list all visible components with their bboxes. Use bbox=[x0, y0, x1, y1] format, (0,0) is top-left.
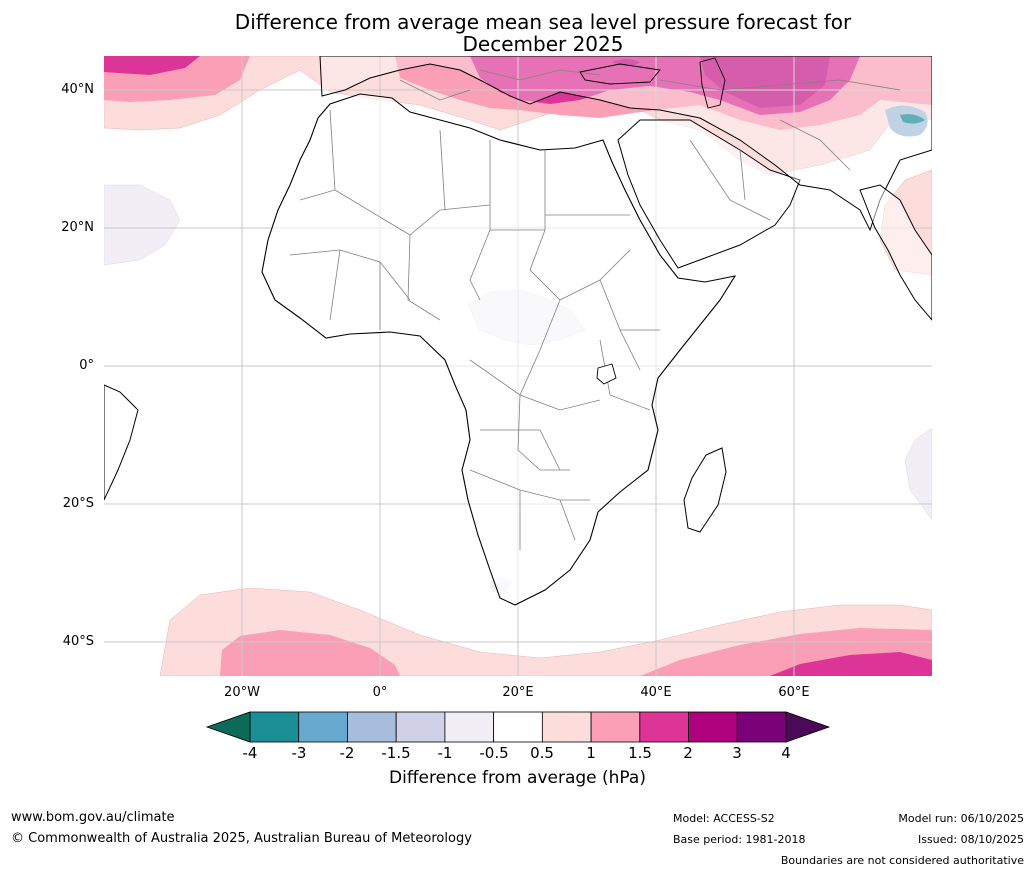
colorbar-cells bbox=[249, 711, 787, 743]
footer-base-period: Base period: 1981-2018 bbox=[673, 833, 806, 846]
colorbar-cell bbox=[541, 711, 592, 743]
lat-label-0: 0° bbox=[79, 358, 94, 373]
lon-label-60e: 60°E bbox=[778, 685, 810, 700]
colorbar-cell bbox=[298, 711, 348, 743]
lat-label-40s: 40°S bbox=[62, 634, 94, 649]
anomaly-north-1.5 bbox=[104, 56, 200, 75]
colorbar-tick: -1 bbox=[437, 744, 453, 762]
colorbar-tick: -4 bbox=[242, 744, 258, 762]
arabian-peninsula bbox=[617, 119, 801, 269]
colorbar-tick: 3 bbox=[732, 744, 742, 762]
footer-model-run: Model run: 06/10/2025 bbox=[898, 812, 1024, 825]
anomaly-south-1.5-east bbox=[770, 652, 932, 676]
footer-model: Model: ACCESS-S2 bbox=[673, 812, 775, 825]
lake-victoria bbox=[596, 363, 617, 385]
caspian-sea bbox=[699, 57, 726, 109]
lat-label-20s: 20°S bbox=[62, 496, 94, 511]
map-title-line2: December 2025 bbox=[462, 32, 624, 56]
colorbar-cell bbox=[395, 711, 446, 743]
anomaly-himalaya-neg2 bbox=[900, 114, 925, 124]
colorbar-tick: 0.5 bbox=[530, 744, 554, 762]
lon-label-0: 0° bbox=[372, 685, 388, 700]
anomaly-indian-ocean-neg bbox=[904, 427, 932, 521]
colorbar-tick: -2 bbox=[339, 744, 355, 762]
colorbar-tick: 2 bbox=[683, 744, 693, 762]
map-title-line1: Difference from average mean sea level p… bbox=[234, 10, 852, 34]
south-america-coast bbox=[104, 384, 139, 501]
lon-label-20w: 20°W bbox=[224, 685, 260, 700]
colorbar-cell bbox=[493, 711, 543, 743]
colorbar-cell bbox=[249, 711, 300, 743]
colorbar-tick: 1 bbox=[586, 744, 596, 762]
lon-label-40e: 40°E bbox=[640, 685, 672, 700]
black-sea bbox=[579, 63, 661, 85]
anomaly-atlantic-neg bbox=[104, 184, 181, 266]
india-peninsula bbox=[859, 184, 932, 321]
colorbar-cell bbox=[347, 711, 397, 743]
lat-label-40n: 40°N bbox=[61, 82, 94, 97]
colorbar-tick: 1.5 bbox=[628, 744, 652, 762]
colorbar-under-arrow bbox=[205, 711, 251, 743]
colorbar-tick: -1.5 bbox=[381, 744, 411, 762]
colorbar-cell bbox=[688, 711, 738, 743]
africa-coastline bbox=[261, 93, 737, 606]
madagascar bbox=[683, 447, 727, 533]
anomaly-north-2.0 bbox=[700, 56, 830, 108]
country-borders bbox=[289, 69, 901, 550]
colorbar-over-arrow bbox=[785, 711, 831, 743]
lon-label-20e: 20°E bbox=[502, 685, 534, 700]
colorbar-cell bbox=[590, 711, 641, 743]
footer-disclaimer: Boundaries are not considered authoritat… bbox=[780, 854, 1024, 867]
colorbar-tick: -3 bbox=[291, 744, 307, 762]
colorbar-cell bbox=[444, 711, 495, 743]
footer-issued: Issued: 08/10/2025 bbox=[917, 833, 1024, 846]
footer-copyright: © Commonwealth of Australia 2025, Austra… bbox=[11, 831, 472, 846]
footer-website: www.bom.gov.au/climate bbox=[11, 810, 175, 825]
colorbar-cell bbox=[639, 711, 689, 743]
colorbar-cell bbox=[736, 711, 787, 743]
colorbar-tick: -0.5 bbox=[479, 744, 509, 762]
colorbar-label: Difference from average (hPa) bbox=[389, 768, 646, 788]
colorbar-tick: 4 bbox=[781, 744, 791, 762]
lat-label-20n: 20°N bbox=[61, 220, 94, 235]
